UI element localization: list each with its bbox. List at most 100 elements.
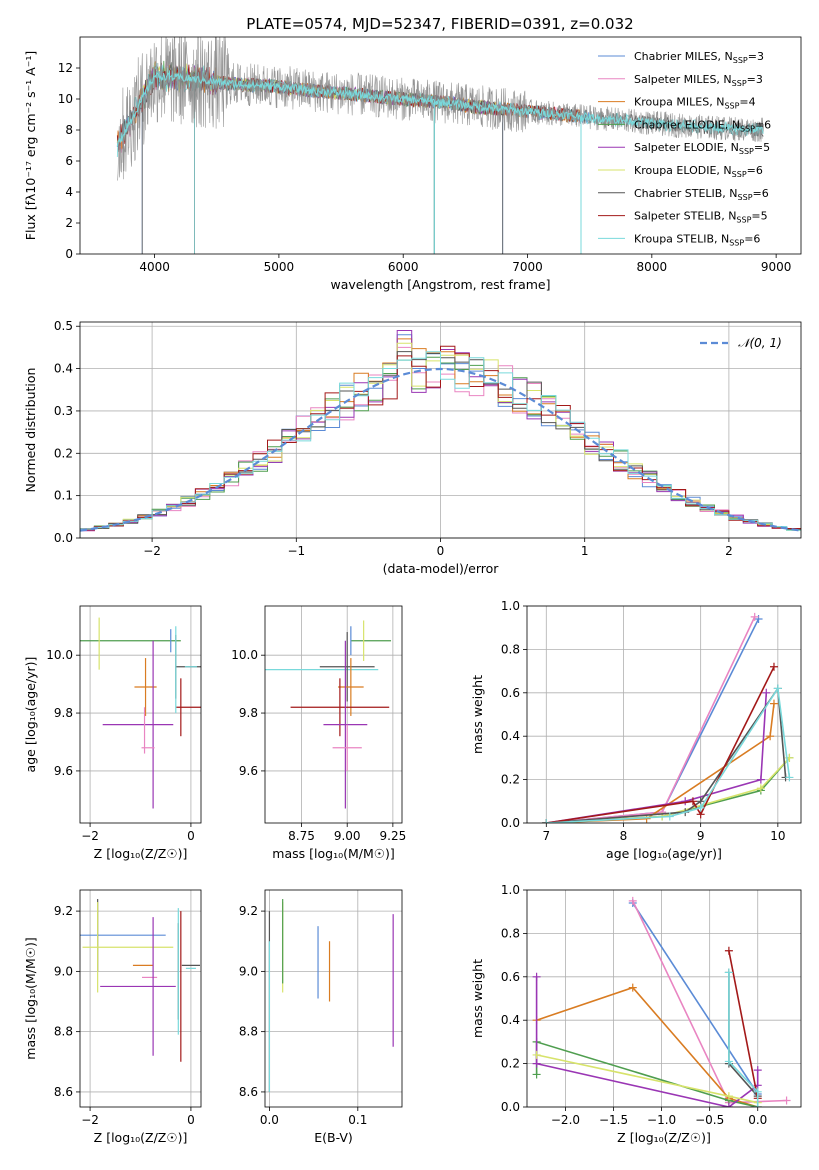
mass-weight-point [724, 1057, 733, 1066]
axes-frame [79, 605, 202, 824]
plot-area [116, 37, 764, 254]
tick-label-x: 6000 [388, 260, 419, 274]
panel-mass_vs_Z: −2 0 8.6 8.8 9.0 9.2 Z [log₁₀(Z/Z☉)] mass [log₁… [23, 889, 202, 1145]
axis-label-y: mass weight [470, 959, 485, 1038]
legend-entry-sub: SSP [732, 170, 747, 179]
panel-age_vs_Z: −2 0 9.6 9.8 10.0 Z [log₁₀(Z/Z☉)] age [log₁₀(a… [23, 605, 202, 861]
legend-entry-suffix: =6 [747, 164, 763, 177]
tick-label-y: 8.8 [54, 1025, 73, 1039]
mass-weight-point [756, 775, 765, 784]
tick-label-x: 5000 [264, 260, 295, 274]
axis-label-x: mass [log₁₀(M/M☉)] [272, 846, 394, 861]
mass-weight-point [769, 699, 778, 708]
tick-label-y: 12 [58, 61, 73, 75]
legend-entry: Kroupa MILES, NSSP=4 [634, 96, 756, 111]
legend-entry-label: Chabrier ELODIE, N [634, 118, 740, 131]
tick-label-x: 10 [770, 829, 785, 843]
tick-label-y: 2 [65, 216, 73, 230]
tick-label-y: 9.0 [239, 964, 258, 978]
tick-label-x: 0 [187, 829, 195, 843]
legend-entry: 𝒩(0, 1) [738, 336, 782, 350]
legend-entry-suffix: =4 [739, 96, 755, 109]
tick-label-x: −1 [287, 544, 305, 558]
mass-weight-point [628, 983, 637, 992]
tick-label-y: 0.8 [501, 926, 520, 940]
tick-label-y: 4 [65, 185, 73, 199]
plot-area [265, 620, 392, 809]
legend-entry: Kroupa STELIB, NSSP=6 [634, 232, 760, 247]
tick-label-y: 8 [65, 123, 73, 137]
legend-entry-label: Salpeter MILES, N [634, 73, 732, 86]
panel-massweight_vs_Z: −2.0 −1.5 −1.0 −0.5 0.0 0.0 0.2 0.4 0.6 0.8 1.0 Z [… [470, 883, 802, 1145]
tick-label-y: 1.0 [501, 599, 520, 613]
legend-entry-label: Kroupa STELIB, N [634, 232, 729, 245]
legend-entry-label: Salpeter ELODIE, N [634, 141, 739, 154]
legend-entry-label: Chabrier STELIB, N [634, 187, 738, 200]
tick-label-x: −2.0 [551, 1113, 580, 1127]
mass-weight-point [762, 688, 771, 697]
tick-label-y: 10.0 [231, 648, 258, 662]
legend-entry-label: Salpeter STELIB, N [634, 210, 736, 223]
legend-entry: Kroupa ELODIE, NSSP=6 [634, 164, 763, 179]
tick-label-y: 10.0 [46, 648, 73, 662]
legend-entry-label: Kroupa ELODIE, N [634, 164, 732, 177]
tick-label-x: 4000 [139, 260, 170, 274]
axes-frame [79, 36, 802, 255]
tick-label-y: 1.0 [501, 883, 520, 897]
tick-label-x: −2 [81, 1113, 99, 1127]
tick-label-y: 9.0 [54, 964, 73, 978]
mass-weight-point [724, 1103, 733, 1107]
tick-label-x: 0.0 [260, 1113, 279, 1127]
tick-label-x: 0 [187, 1113, 195, 1127]
axis-label-x: Z [log₁₀(Z/Z☉)] [94, 846, 188, 861]
axis-label-x: age [log₁₀(age/yr)] [606, 846, 722, 861]
mass-weight-line [632, 902, 759, 1095]
panel-age_vs_mass: 8.75 9.00 9.25 9.6 9.8 10.0 mass [log₁₀(M/M☉)] [231, 605, 406, 861]
panel-massweight_vs_age: 7 8 9 10 0.0 0.2 0.4 0.6 0.8 1.0 age [log₁₀(age/yr… [470, 599, 802, 861]
mass-weight-line [536, 1054, 758, 1104]
tick-label-y: 0.2 [54, 446, 73, 460]
mass-weight-line [728, 972, 759, 1107]
mass-weight-point [769, 662, 778, 671]
tick-label-y: 8.8 [239, 1025, 258, 1039]
axes-frame [526, 605, 802, 824]
plot-area [542, 612, 794, 823]
tick-label-x: −1.5 [599, 1113, 628, 1127]
tick-label-y: 0.4 [501, 1013, 520, 1027]
mass-weight-line [536, 986, 758, 1107]
axis-label-x: wavelength [Angstrom, rest frame] [330, 277, 550, 292]
mass-weight-line [546, 616, 756, 823]
legend-entry: Chabrier STELIB, NSSP=6 [634, 187, 769, 202]
legend-entry-sub: SSP [729, 238, 744, 247]
tick-label-y: 0.5 [54, 319, 73, 333]
tick-label-x: 8000 [637, 260, 668, 274]
plot-area [80, 899, 200, 1062]
mass-weight-point [532, 1070, 541, 1079]
tick-label-y: 8.6 [239, 1085, 258, 1099]
tick-label-y: 0.0 [501, 816, 520, 830]
panel-spectrum: 4000 5000 6000 7000 8000 9000 0 2 4 6 8 10 12 wavelen… [23, 36, 802, 292]
tick-label-y: 0.0 [501, 1100, 520, 1114]
tick-label-x: 7 [542, 829, 550, 843]
tick-label-x: 7000 [512, 260, 543, 274]
tick-label-x: 8.75 [288, 829, 315, 843]
mass-weight-point [542, 819, 551, 823]
mass-weight-point [750, 612, 759, 621]
mass-weight-line [535, 976, 759, 1107]
mass-weight-point [688, 797, 697, 806]
legend-entry-sub: SSP [732, 79, 747, 88]
tick-label-y: 0.4 [501, 729, 520, 743]
legend-entry-suffix: =5 [754, 141, 770, 154]
legend-entry: Salpeter MILES, NSSP=3 [634, 73, 763, 88]
mass-weight-point [724, 1092, 733, 1101]
tick-label-x: 0.0 [748, 1113, 767, 1127]
tick-label-x: 1 [581, 544, 589, 558]
mass-weight-point [785, 773, 794, 782]
tick-label-y: 9.6 [239, 764, 258, 778]
histogram-series [80, 351, 801, 538]
legend-entry-label: Kroupa MILES, N [634, 96, 724, 109]
panel-mass_vs_ebv: 0.0 0.1 8.6 8.8 9.0 9.2 E(B-V) [239, 889, 403, 1145]
legend-entry-sub: SSP [738, 193, 753, 202]
